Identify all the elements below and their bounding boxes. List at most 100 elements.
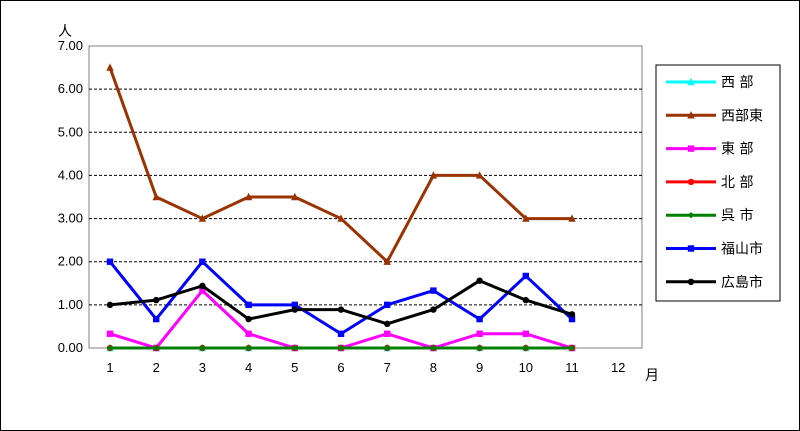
data-point	[245, 330, 252, 337]
data-point	[106, 258, 114, 265]
data-point	[337, 330, 345, 337]
data-point	[245, 315, 252, 323]
data-point	[383, 257, 391, 265]
legend-marker	[687, 278, 695, 285]
x-axis: 1 2 3 4 5 6 7 8 9 10 11 12	[106, 360, 625, 375]
data-point	[291, 344, 298, 352]
y-tick-label: 6.00	[58, 81, 83, 96]
y-tick-label: 0.00	[58, 340, 83, 355]
data-point	[291, 306, 298, 313]
data-point	[106, 344, 114, 352]
data-point	[430, 306, 437, 313]
data-point	[152, 192, 160, 201]
data-point	[291, 192, 299, 201]
data-point	[568, 315, 576, 323]
x-tick-label: 5	[291, 360, 298, 375]
x-tick-label: 6	[337, 360, 344, 375]
x-unit-label: 月	[645, 368, 659, 384]
data-point	[337, 214, 345, 222]
series-4	[106, 344, 576, 352]
data-point	[384, 301, 391, 309]
y-tick-label: 5.00	[58, 124, 83, 139]
data-point	[153, 296, 160, 304]
data-point	[199, 258, 206, 265]
legend-entry: 西 部	[666, 75, 753, 91]
data-point	[568, 311, 576, 318]
series-6	[106, 277, 576, 328]
y-tick-label: 2.00	[58, 254, 83, 269]
data-point	[106, 301, 114, 309]
x-tick-label: 12	[611, 360, 625, 375]
x-tick-label: 4	[245, 360, 252, 375]
data-point	[476, 277, 483, 284]
data-point	[522, 330, 529, 337]
data-point	[199, 282, 206, 290]
x-tick-label: 11	[565, 360, 579, 375]
legend-label: 東 部	[721, 142, 753, 158]
data-point	[106, 330, 114, 337]
data-point	[198, 214, 207, 222]
data-point	[291, 301, 298, 309]
legend-entry: 広島市	[666, 274, 763, 291]
data-point	[337, 306, 345, 313]
data-point	[199, 287, 206, 294]
data-point	[384, 320, 391, 328]
data-point	[522, 214, 530, 222]
series-5	[106, 258, 576, 337]
data-point	[568, 214, 576, 222]
legend-label: 福山市	[721, 241, 763, 258]
data-point	[522, 344, 529, 352]
legend-marker	[687, 77, 695, 86]
data-point	[153, 315, 160, 323]
data-point	[106, 63, 114, 71]
data-point	[568, 344, 576, 352]
legend-marker	[687, 111, 695, 119]
legend-entry: 東 部	[666, 142, 753, 158]
x-tick-label: 1	[106, 360, 113, 375]
data-point	[476, 330, 483, 337]
data-point	[384, 330, 391, 337]
legend-label: 北 部	[721, 175, 753, 191]
data-point	[476, 344, 483, 352]
legend-marker	[687, 145, 695, 152]
data-point	[245, 301, 252, 309]
series-layer	[106, 63, 576, 352]
data-point	[245, 344, 252, 352]
legend-marker	[687, 245, 695, 252]
y-tick-label: 3.00	[58, 211, 83, 226]
x-tick-label: 2	[153, 360, 160, 375]
data-point	[476, 315, 483, 323]
legend-entry: 呉 市	[666, 207, 753, 224]
legend-label: 呉 市	[721, 207, 753, 224]
data-point	[199, 344, 206, 352]
y-tick-label: 7.00	[58, 38, 83, 53]
legend-label: 西 部	[721, 75, 753, 91]
data-point	[337, 344, 345, 352]
gridlines	[89, 88, 642, 306]
y-tick-label: 1.00	[58, 297, 83, 312]
data-point	[430, 287, 437, 294]
legend-label: 広島市	[721, 274, 763, 291]
y-axis: 0.00 1.00 2.00 3.00 4.00 5.00 6.00 7.00	[58, 38, 83, 355]
legend-marker	[687, 178, 695, 186]
legend-entry: 北 部	[666, 175, 753, 191]
y-unit-label: 人	[58, 24, 72, 40]
data-point	[429, 171, 438, 179]
data-point	[384, 344, 391, 352]
plot-area	[88, 45, 643, 349]
x-tick-label: 9	[476, 360, 483, 375]
legend-entry: 西部東	[666, 108, 763, 124]
legend-marker	[687, 212, 695, 219]
data-point	[475, 171, 484, 179]
x-tick-label: 10	[519, 360, 533, 375]
data-point	[153, 344, 160, 352]
data-point	[522, 272, 529, 280]
x-tick-label: 7	[384, 360, 391, 375]
legend-entry: 福山市	[666, 241, 763, 258]
data-point	[244, 192, 253, 201]
legend-label: 西部東	[721, 108, 763, 124]
data-point	[522, 296, 529, 304]
x-tick-label: 8	[430, 360, 437, 375]
